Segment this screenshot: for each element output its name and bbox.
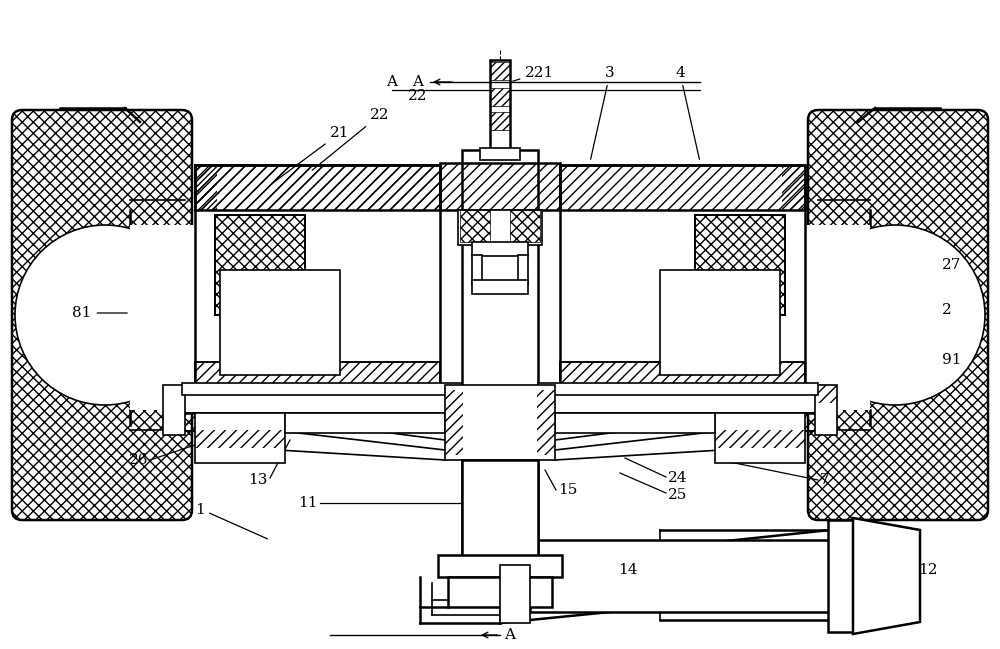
Bar	[560, 165, 805, 385]
Bar	[448, 577, 552, 607]
Bar	[538, 383, 818, 395]
Bar	[815, 385, 837, 403]
Bar	[195, 165, 440, 385]
Bar	[458, 210, 542, 245]
Bar	[490, 112, 510, 130]
Text: 22: 22	[312, 108, 390, 170]
Text: 24: 24	[668, 471, 688, 485]
Bar	[500, 565, 530, 623]
Bar	[462, 150, 538, 560]
Text: 81: 81	[72, 306, 127, 320]
Text: 12: 12	[918, 563, 938, 577]
Circle shape	[15, 225, 195, 405]
Text: A: A	[505, 628, 516, 642]
Text: 11: 11	[298, 496, 318, 510]
Text: 7: 7	[820, 473, 830, 487]
Bar	[445, 390, 463, 455]
Bar	[815, 385, 837, 435]
Bar	[660, 270, 780, 375]
Bar	[440, 163, 560, 210]
Bar	[472, 255, 482, 285]
Bar	[790, 225, 870, 410]
Bar	[182, 413, 460, 431]
Text: A: A	[413, 75, 424, 89]
Bar	[695, 215, 785, 315]
Bar	[163, 385, 185, 435]
Bar	[182, 383, 462, 395]
Text: 3: 3	[591, 66, 615, 159]
Bar	[445, 385, 555, 460]
Bar	[472, 280, 528, 294]
Text: 91: 91	[942, 353, 962, 367]
Text: 27: 27	[942, 258, 961, 272]
Bar	[490, 60, 510, 155]
Text: A: A	[386, 75, 398, 89]
Bar	[195, 165, 440, 210]
Bar	[518, 255, 528, 285]
Text: 21: 21	[272, 126, 350, 184]
Text: 13: 13	[249, 473, 268, 487]
Bar	[555, 413, 715, 433]
Bar	[462, 460, 538, 560]
Bar	[195, 165, 440, 210]
Bar	[195, 362, 440, 384]
Bar	[220, 270, 340, 375]
Bar	[195, 165, 440, 210]
Bar	[715, 430, 805, 448]
Bar	[182, 413, 460, 431]
Bar	[130, 225, 210, 410]
Bar	[695, 215, 785, 315]
Bar	[537, 390, 555, 455]
Bar	[782, 165, 804, 210]
Text: 221: 221	[513, 66, 555, 81]
Bar	[560, 362, 805, 384]
Text: 25: 25	[668, 488, 687, 502]
Bar	[715, 413, 805, 463]
Text: 4: 4	[675, 66, 699, 159]
Bar	[490, 62, 510, 80]
Bar	[215, 215, 305, 315]
Text: 15: 15	[558, 483, 577, 497]
Bar	[195, 165, 217, 210]
Bar	[490, 88, 510, 106]
Bar	[285, 413, 445, 433]
Bar	[195, 413, 285, 463]
Bar	[828, 520, 853, 632]
Bar	[540, 413, 818, 431]
Bar	[182, 385, 820, 413]
Bar	[560, 165, 805, 210]
Bar	[438, 555, 562, 577]
Bar	[540, 413, 818, 431]
Text: 26: 26	[128, 453, 148, 467]
Bar	[560, 362, 805, 384]
Circle shape	[805, 225, 985, 405]
Bar	[510, 210, 540, 242]
Bar	[530, 540, 830, 612]
Bar	[460, 210, 490, 242]
Bar	[195, 430, 285, 448]
Bar	[472, 242, 528, 256]
Text: 1: 1	[195, 503, 205, 517]
Bar	[480, 148, 520, 160]
Text: 22: 22	[408, 89, 428, 103]
Bar	[215, 215, 305, 315]
Polygon shape	[853, 518, 920, 634]
Text: 14: 14	[618, 563, 638, 577]
Bar	[195, 362, 440, 384]
Text: 2: 2	[942, 303, 952, 317]
